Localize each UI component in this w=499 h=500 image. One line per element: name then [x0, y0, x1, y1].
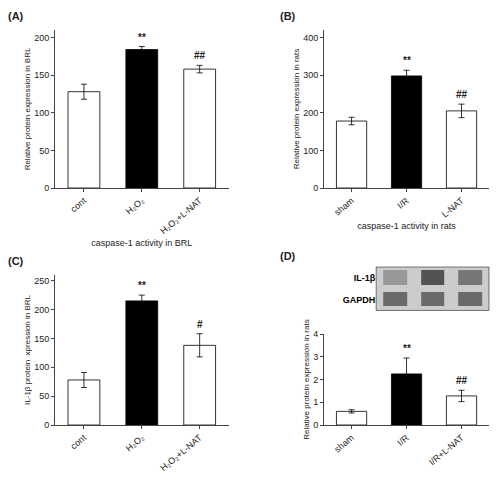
- svg-text:300: 300: [303, 70, 318, 80]
- svg-text:Relative protein expression in: Relative protein expression in BRL: [23, 47, 32, 170]
- svg-text:50: 50: [39, 146, 49, 156]
- svg-text:GAPDH: GAPDH: [343, 295, 376, 305]
- svg-text:0: 0: [313, 183, 318, 193]
- svg-text:IL-1β protein xpression in BR: IL-1β protein xpression in BRL: [23, 294, 32, 405]
- svg-text:200: 200: [303, 108, 318, 118]
- svg-text:100: 100: [34, 362, 49, 372]
- svg-text:cont: cont: [69, 195, 89, 214]
- svg-text:(B): (B): [280, 10, 296, 22]
- svg-text:I/R: I/R: [395, 432, 411, 447]
- svg-text:1: 1: [313, 397, 318, 407]
- svg-text:I/R: I/R: [395, 195, 411, 210]
- svg-text:caspase-1 activity in BRL: caspase-1 activity in BRL: [91, 238, 192, 248]
- svg-text:2: 2: [313, 375, 318, 385]
- svg-text:**: **: [138, 32, 146, 43]
- svg-text:0: 0: [313, 420, 318, 430]
- svg-text:150: 150: [34, 334, 49, 344]
- svg-text:**: **: [403, 55, 411, 66]
- svg-text:IL-1β: IL-1β: [354, 273, 376, 283]
- svg-text:##: ##: [456, 89, 468, 100]
- svg-text:(D): (D): [280, 250, 296, 262]
- svg-text:50: 50: [39, 391, 49, 401]
- svg-text:H₂O₂: H₂O₂: [124, 432, 147, 453]
- svg-text:##: ##: [194, 50, 206, 61]
- svg-text:H₂O₂+L-NAT: H₂O₂+L-NAT: [158, 195, 204, 236]
- svg-text:**: **: [403, 343, 411, 354]
- svg-text:**: **: [138, 280, 146, 291]
- svg-text:250: 250: [34, 276, 49, 286]
- svg-text:200: 200: [34, 33, 49, 43]
- svg-text:#: #: [197, 319, 203, 330]
- svg-text:##: ##: [456, 375, 468, 386]
- svg-text:caspase-1 activity in rats: caspase-1 activity in rats: [357, 221, 456, 231]
- svg-text:H₂O₂+L-NAT: H₂O₂+L-NAT: [158, 432, 204, 473]
- svg-text:0: 0: [44, 183, 49, 193]
- svg-text:100: 100: [34, 108, 49, 118]
- svg-text:Relative protein expression in: Relative protein expression in rats: [302, 319, 311, 440]
- svg-text:sham: sham: [332, 196, 355, 218]
- svg-text:400: 400: [303, 33, 318, 43]
- svg-text:sham: sham: [332, 433, 355, 455]
- svg-text:0: 0: [44, 420, 49, 430]
- svg-text:200: 200: [34, 305, 49, 315]
- svg-text:100: 100: [303, 146, 318, 156]
- svg-text:(C): (C): [8, 255, 24, 267]
- svg-text:3: 3: [313, 352, 318, 362]
- svg-text:H₂O₂: H₂O₂: [124, 195, 147, 216]
- svg-text:150: 150: [34, 70, 49, 80]
- svg-text:Relative protein expression in: Relative protein expression in rats: [292, 49, 301, 170]
- svg-text:(A): (A): [8, 10, 24, 22]
- svg-text:L-NAT: L-NAT: [440, 195, 466, 219]
- svg-text:I/R+L-NAT: I/R+L-NAT: [427, 432, 466, 467]
- svg-text:cont: cont: [69, 432, 89, 451]
- svg-text:4: 4: [313, 329, 318, 339]
